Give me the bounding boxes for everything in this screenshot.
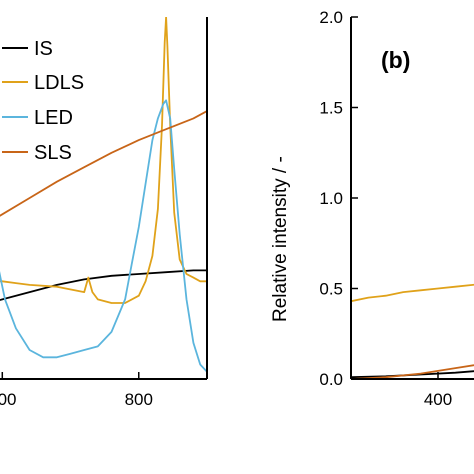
- panel-b-y-tick-label: 1.5: [319, 99, 343, 118]
- panel-a-legend: IS LDLS LED SLS: [2, 38, 84, 164]
- panel-b-x-tick-label: 400: [424, 390, 452, 409]
- panel-b-series: [351, 283, 474, 379]
- panel-a-series-led: [0, 99, 207, 373]
- panel-a-series-sls: [0, 110, 207, 217]
- panel-b: 0.0 0.5 1.0 1.5 2.0 400 (b) Relative intensi…: [270, 8, 474, 409]
- panel-b-y-axis-title: Relative intensity / -: [270, 156, 291, 322]
- panel-b-x-ticks: 400: [424, 372, 452, 409]
- panel-b-label: (b): [381, 47, 410, 73]
- legend-label-is: IS: [34, 38, 53, 60]
- legend-label-ldls: LDLS: [34, 72, 84, 94]
- legend-entry-led: LED: [2, 107, 73, 129]
- legend-entry-sls: SLS: [2, 142, 72, 164]
- panel-b-y-tick-label: 2.0: [319, 8, 343, 27]
- legend-entry-is: IS: [2, 38, 53, 60]
- panel-a-series-ldls: [0, 17, 207, 304]
- panel-a-series: [0, 17, 207, 373]
- panel-a-x-tick-label: 700: [0, 390, 16, 409]
- legend-label-sls: SLS: [34, 142, 72, 164]
- panel-b-y-tick-label: 1.0: [319, 189, 343, 208]
- legend-entry-ldls: LDLS: [2, 72, 84, 94]
- panel-b-series-is: [351, 370, 474, 379]
- panel-a: 700 800 IS LDLS LED SLS: [0, 17, 208, 409]
- panel-b-y-tick-label: 0.0: [319, 370, 343, 389]
- panel-b-y-tick-label: 0.5: [319, 280, 343, 299]
- panel-a-series-is: [0, 269, 207, 301]
- panel-b-y-ticks: 0.0 0.5 1.0 1.5 2.0: [319, 8, 358, 389]
- panel-a-x-tick-label: 800: [125, 390, 153, 409]
- panel-a-x-ticks: 700 800: [0, 372, 153, 409]
- panel-b-series-sls: [351, 364, 474, 379]
- legend-label-led: LED: [34, 107, 73, 129]
- panel-b-series-ldls: [351, 283, 474, 303]
